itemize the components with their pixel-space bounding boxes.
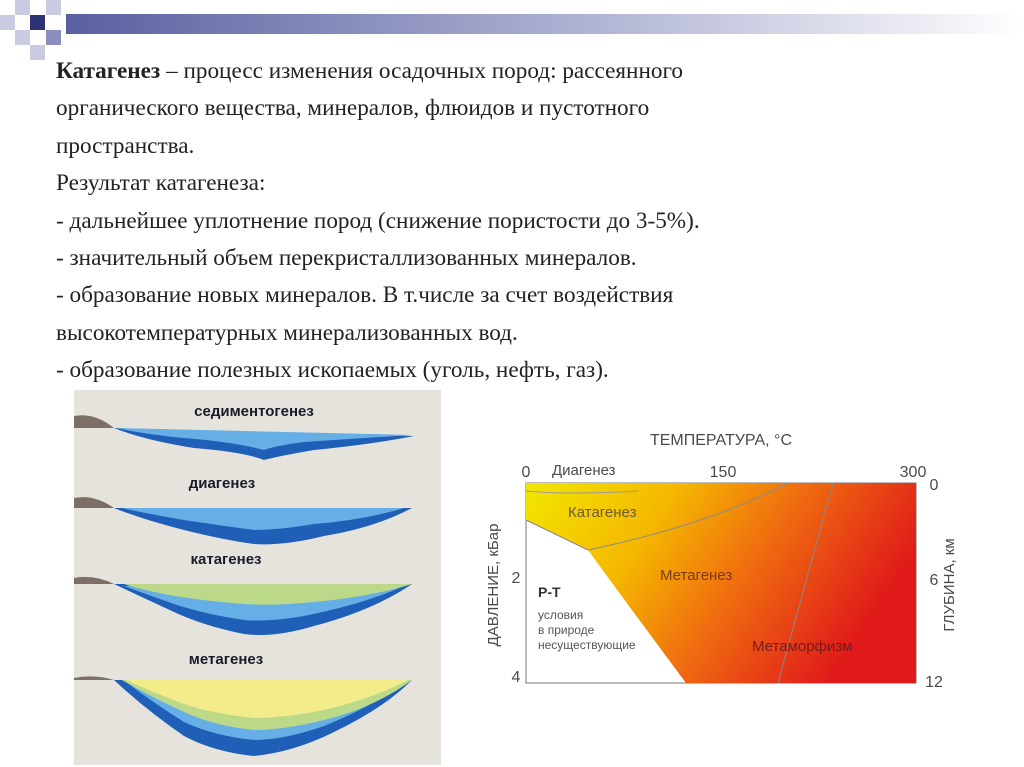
depth-axis-label: ГЛУБИНА, км <box>941 538 958 631</box>
sediment-layer <box>124 584 412 605</box>
pt-field <box>526 483 916 683</box>
zone-diagenesis: Диагенез <box>552 462 616 479</box>
pt-boundary <box>525 519 589 551</box>
bullet-item: - образование новых минералов. В т.числе… <box>56 282 674 309</box>
shore-rock <box>74 676 114 680</box>
definition-line-3: пространства. <box>56 132 195 159</box>
shore-rock <box>74 415 114 428</box>
stage-label-metagenesis: метагенез <box>189 651 263 668</box>
temperature-title: ТЕМПЕРАТУРА, °C <box>650 432 792 449</box>
stage-label-sedimentogenesis: седиментогенез <box>194 403 314 420</box>
water-surface <box>116 428 412 450</box>
zone-metagenesis: Метагенез <box>660 567 732 584</box>
definition-line-2: органического вещества, минералов, флюид… <box>56 95 650 122</box>
sediment-layer-yellow <box>126 680 408 718</box>
water-surface <box>122 508 404 530</box>
metagenesis-boundary <box>777 482 834 684</box>
stage-metagenesis: метагенез <box>74 651 412 756</box>
result-heading: Результат катагенеза: <box>56 170 266 197</box>
stage-diagenesis: диагенез <box>74 475 412 545</box>
pressure-axis-label: ДАВЛЕНИЕ, кБар <box>485 524 502 647</box>
header-decoration <box>0 0 1024 60</box>
depth-tick-12: 12 <box>925 674 943 691</box>
shore-rock <box>74 576 114 584</box>
depth-tick-6: 6 <box>930 572 939 589</box>
stage-sedimentogenesis: седиментогенез <box>74 403 414 460</box>
bullet-item: - образование полезных ископаемых (уголь… <box>56 357 609 384</box>
pressure-tick-4: 4 <box>512 669 521 686</box>
temp-tick-150: 150 <box>710 464 737 481</box>
pt-note-line: в природе <box>538 623 595 637</box>
catagenesis-boundary <box>587 482 789 551</box>
zone-metamorphism: Метаморфизм <box>752 638 852 655</box>
temp-tick-0: 0 <box>522 464 531 481</box>
zone-catagenesis: Катагенез <box>568 504 637 521</box>
pt-note-line: условия <box>538 608 583 622</box>
shore-rock <box>74 497 114 508</box>
pt-title: P-T <box>538 584 561 600</box>
temp-tick-300: 300 <box>900 464 927 481</box>
definition-text: – процесс изменения осадочных пород: рас… <box>160 58 683 84</box>
stage-label-diagenesis: диагенез <box>189 475 256 492</box>
bullet-item: - значительный объем перекристаллизованн… <box>56 245 637 272</box>
pressure-tick-2: 2 <box>512 570 521 587</box>
definition-line: Катагенез – процесс изменения осадочных … <box>56 53 956 90</box>
main-text: Катагенез – процесс изменения осадочных … <box>56 53 956 390</box>
basin-stages-diagram: седиментогенез диагенез катагенез метаге… <box>74 390 441 765</box>
diagenesis-boundary <box>525 490 639 494</box>
term-catagenesis: Катагенез <box>56 58 161 84</box>
pt-diagram: ТЕМПЕРАТУРА, °C 0 150 300 Диагенез Катаг… <box>485 432 958 691</box>
stage-label-catagenesis: катагенез <box>191 551 262 568</box>
pt-note-line: несуществующие <box>538 638 636 652</box>
depth-tick-0: 0 <box>930 477 939 494</box>
stage-catagenesis: катагенез <box>74 551 412 635</box>
bullet-item: высокотемпературных минерализованных вод… <box>56 319 518 346</box>
bullet-item: - дальнейшее уплотнение пород (снижение … <box>56 207 700 234</box>
